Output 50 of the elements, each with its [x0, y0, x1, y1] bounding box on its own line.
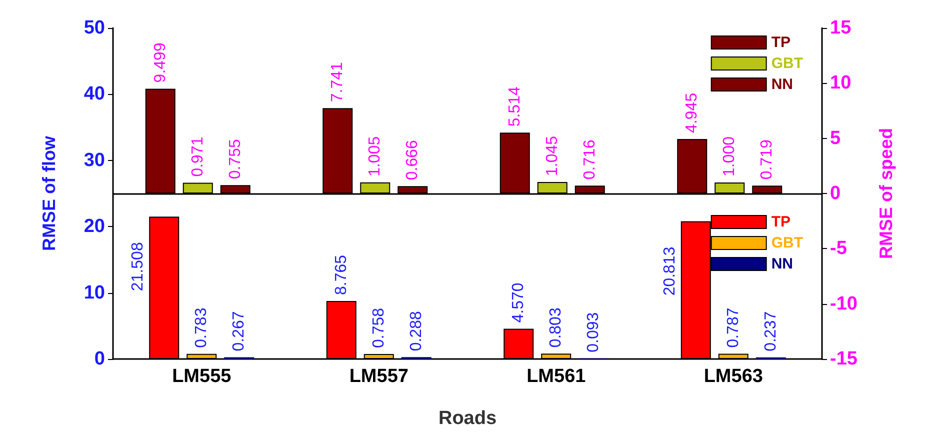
x-axis-title: Roads [438, 408, 497, 429]
data-label: 0.783 [193, 308, 210, 348]
y-axis-title: RMSE of flow [39, 135, 59, 251]
y2-tick-label: 15 [830, 18, 852, 38]
data-label: 9.499 [152, 42, 169, 83]
data-label: 0.971 [189, 136, 206, 177]
y-tick-label: 20 [84, 216, 105, 238]
x-tick-label: LM561 [526, 366, 586, 387]
data-label: 0.666 [404, 140, 422, 180]
x-tick-label: LM557 [349, 366, 408, 387]
y2-axis-title: RMSE of speed [876, 128, 896, 260]
data-label: 0.237 [762, 311, 780, 352]
legend-label: GBT [771, 55, 804, 72]
data-label: 0.803 [548, 308, 565, 348]
y-tick-label: 10 [84, 282, 105, 304]
y-tick-label: 30 [84, 150, 105, 171]
data-label: 5.514 [506, 86, 524, 127]
data-label: 1.000 [721, 136, 738, 176]
legend-label: TP [771, 214, 791, 230]
data-label: 1.005 [366, 136, 384, 176]
y2-tick-label: -10 [830, 293, 858, 314]
data-label: 20.813 [661, 246, 678, 296]
x-tick-label: LM555 [172, 366, 232, 387]
legend-label: NN [771, 256, 794, 272]
y2-tick-label: 10 [830, 72, 852, 94]
y2-tick-label: 0 [830, 183, 841, 204]
data-label: 0.267 [230, 311, 248, 352]
legend-label: NN [771, 76, 794, 93]
y-tick-label: 50 [84, 18, 105, 38]
data-label: 0.093 [585, 312, 602, 352]
y-tick-label: 0 [94, 348, 105, 370]
data-label: 0.716 [581, 139, 598, 180]
data-label: 21.508 [130, 242, 147, 292]
data-label: 0.755 [226, 139, 244, 180]
legend-label: GBT [771, 234, 804, 252]
data-label: 8.765 [332, 254, 350, 295]
data-label: 1.045 [544, 136, 561, 176]
x-tick-label: LM563 [704, 366, 763, 387]
y-tick-label: 40 [84, 84, 105, 105]
data-label: 7.741 [329, 62, 346, 102]
data-label: 0.288 [408, 310, 425, 352]
y2-tick-label: 5 [830, 128, 841, 149]
data-label: 4.570 [510, 282, 528, 323]
data-label: 0.787 [724, 308, 742, 348]
y2-tick-label: -15 [830, 348, 858, 370]
data-label: 0.719 [758, 139, 776, 180]
data-label: 0.758 [370, 308, 388, 348]
y2-tick-label: -5 [830, 238, 848, 260]
legend-label: TP [771, 34, 791, 51]
data-label: 4.945 [684, 92, 701, 133]
